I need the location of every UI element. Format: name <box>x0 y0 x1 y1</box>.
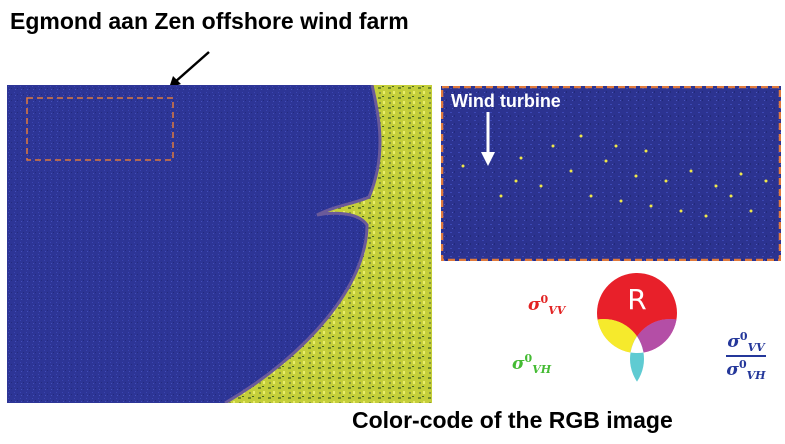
down-arrow-icon <box>481 112 495 166</box>
sigma-ratio-label: σ0VV σ0VH <box>726 331 766 381</box>
sigma-vh-label: σ0VH <box>512 352 552 376</box>
wind-turbine-label: Wind turbine <box>451 91 561 111</box>
figure-title: Egmond aan Zen offshore wind farm <box>10 8 409 34</box>
venn-letter-g: G <box>579 349 601 382</box>
color-code-caption: Color-code of the RGB image <box>352 407 673 433</box>
ratio-denominator: σ0VH <box>726 357 766 382</box>
pointer-arrow-icon <box>169 51 210 88</box>
venn-letter-r: R <box>627 283 646 316</box>
rgb-venn-diagram: R G B <box>564 273 710 399</box>
sar-inset-image <box>441 86 781 261</box>
sar-main-image <box>7 85 432 403</box>
fraction-bar <box>726 355 766 357</box>
sigma-vv-label: σ0VV <box>528 293 566 317</box>
ratio-numerator: σ0VV <box>727 330 765 354</box>
venn-letter-b: B <box>674 349 693 382</box>
